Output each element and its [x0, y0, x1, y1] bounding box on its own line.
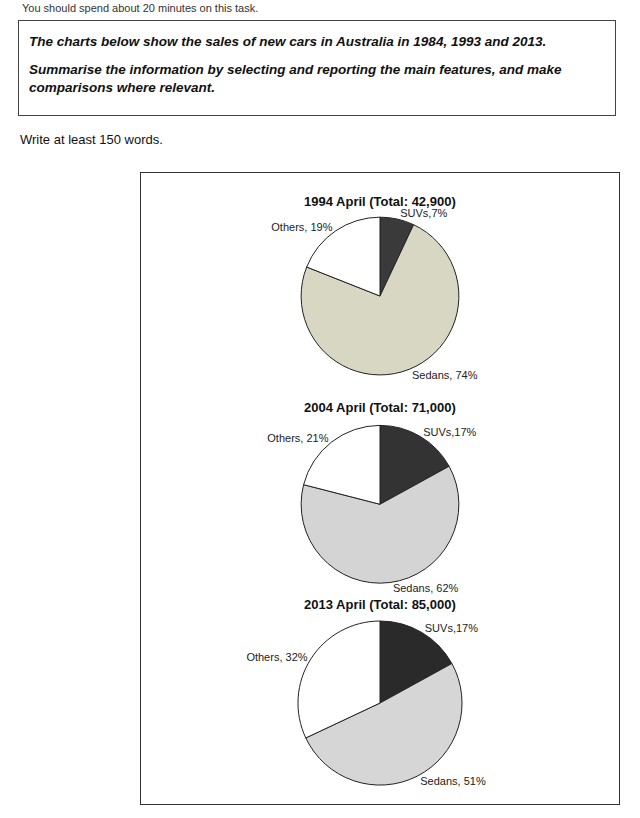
svg-text:2013 April (Total: 85,000): 2013 April (Total: 85,000)	[304, 597, 456, 612]
svg-text:SUVs,17%: SUVs,17%	[423, 426, 476, 438]
html-text:The charts below show the sale: The charts below show the sales of new c…	[29, 34, 547, 49]
svg-text:2004 April (Total: 71,000): 2004 April (Total: 71,000)	[304, 400, 456, 415]
svg-text:Sedans, 51%: Sedans, 51%	[420, 775, 486, 787]
svg-text:Others, 21%: Others, 21%	[267, 432, 328, 444]
svg-text:1994 April (Total: 42,900): 1994 April (Total: 42,900)	[304, 194, 456, 209]
html-text:You should spend about 20 minu: You should spend about 20 minutes on thi…	[22, 2, 259, 14]
svg-text:SUVs,7%: SUVs,7%	[400, 207, 447, 219]
svg-text:Sedans, 74%: Sedans, 74%	[412, 369, 478, 381]
html-text:Write at least 150 words.: Write at least 150 words.	[20, 132, 163, 147]
html-text:Summarise the information by s: Summarise the information by selecting a…	[29, 62, 562, 95]
svg-text:SUVs,17%: SUVs,17%	[425, 622, 478, 634]
svg-text:Sedans, 62%: Sedans, 62%	[393, 582, 459, 594]
svg-text:Others, 19%: Others, 19%	[271, 221, 332, 233]
svg-text:Others, 32%: Others, 32%	[246, 651, 307, 663]
